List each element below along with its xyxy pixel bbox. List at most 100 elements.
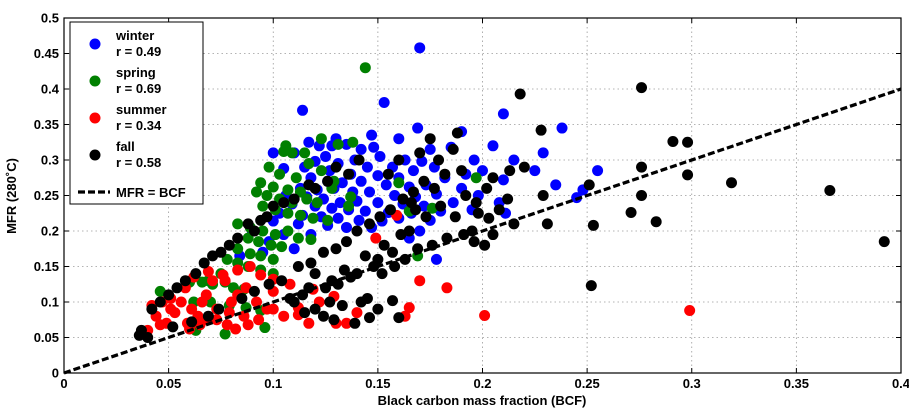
data-point-spring bbox=[282, 225, 294, 237]
data-point-fall bbox=[636, 82, 648, 94]
data-point-winter bbox=[407, 165, 419, 177]
data-point-winter bbox=[353, 214, 365, 226]
x-tick-label: 0.3 bbox=[683, 376, 701, 391]
data-point-winter bbox=[508, 154, 520, 166]
data-point-fall bbox=[351, 225, 363, 237]
data-point-winter bbox=[380, 179, 392, 191]
data-point-fall bbox=[163, 289, 175, 301]
data-point-spring bbox=[274, 168, 286, 180]
data-point-spring bbox=[315, 165, 327, 177]
data-point-fall bbox=[541, 218, 553, 230]
y-tick-label: 0.05 bbox=[34, 330, 59, 345]
data-point-fall bbox=[682, 136, 694, 148]
data-point-summer bbox=[186, 303, 198, 315]
y-tick-label: 0.35 bbox=[34, 117, 59, 132]
x-axis-label: Black carbon mass fraction (BCF) bbox=[378, 393, 587, 408]
data-point-fall bbox=[420, 211, 432, 223]
data-point-fall bbox=[364, 312, 376, 324]
data-point-winter bbox=[468, 154, 480, 166]
legend-stat-spring: r = 0.69 bbox=[116, 81, 161, 96]
data-point-summer bbox=[303, 317, 315, 329]
data-point-fall bbox=[364, 218, 376, 230]
x-tick-label: 0.15 bbox=[365, 376, 390, 391]
data-point-fall bbox=[324, 296, 336, 308]
data-point-winter bbox=[361, 161, 373, 173]
data-point-spring bbox=[251, 186, 263, 198]
data-point-winter bbox=[320, 150, 332, 162]
data-point-summer bbox=[253, 314, 265, 326]
data-point-summer bbox=[223, 307, 235, 319]
data-point-fall bbox=[133, 329, 145, 341]
data-point-summer bbox=[278, 310, 290, 322]
data-point-fall bbox=[328, 314, 340, 326]
data-point-summer bbox=[217, 269, 229, 281]
reference-line-group bbox=[63, 87, 902, 375]
data-point-fall bbox=[167, 321, 179, 333]
data-point-fall bbox=[355, 296, 367, 308]
data-point-fall bbox=[223, 239, 235, 251]
data-point-winter bbox=[372, 170, 384, 182]
data-point-spring bbox=[332, 138, 344, 150]
y-tick-label: 0.1 bbox=[41, 295, 59, 310]
data-point-winter bbox=[366, 129, 378, 141]
data-point-summer bbox=[403, 302, 415, 314]
legend-box bbox=[69, 21, 204, 205]
data-point-summer bbox=[232, 264, 244, 276]
data-point-spring bbox=[322, 214, 334, 226]
data-point-spring bbox=[282, 207, 294, 219]
data-point-summer bbox=[370, 232, 382, 244]
data-point-spring bbox=[232, 218, 244, 230]
data-point-fall bbox=[353, 154, 365, 166]
data-point-spring bbox=[345, 191, 357, 203]
data-point-fall bbox=[317, 310, 329, 322]
data-point-spring bbox=[244, 248, 256, 260]
axis-ticks: 0 0.05 0.1 0.15 0.2 0.25 0.3 0.35 0.4 0 0.05 0.1 0.1… bbox=[34, 11, 909, 392]
data-point-winter bbox=[334, 197, 346, 209]
data-point-winter bbox=[487, 140, 499, 152]
data-point-fall bbox=[154, 296, 166, 308]
data-point-fall bbox=[481, 182, 493, 194]
data-point-winter bbox=[497, 174, 509, 186]
data-point-spring bbox=[259, 322, 271, 334]
data-point-fall bbox=[479, 239, 491, 251]
data-point-spring bbox=[261, 190, 273, 201]
data-point-fall bbox=[407, 186, 419, 198]
data-point-summer bbox=[441, 282, 453, 294]
data-point-winter bbox=[355, 143, 367, 155]
y-axis-label: MFR (280˚C) bbox=[4, 158, 19, 234]
data-point-fall bbox=[255, 214, 267, 226]
data-point-fall bbox=[374, 211, 386, 223]
legend-marker-summer bbox=[89, 112, 101, 124]
data-point-winter bbox=[414, 225, 426, 237]
data-point-fall bbox=[424, 133, 436, 145]
data-point-winter bbox=[355, 175, 367, 187]
data-point-fall bbox=[372, 303, 384, 315]
y-tick-label: 0.45 bbox=[34, 46, 59, 61]
data-point-fall bbox=[340, 236, 352, 248]
legend-stat-fall: r = 0.58 bbox=[116, 155, 161, 170]
data-point-spring bbox=[470, 172, 482, 184]
data-point-winter bbox=[497, 108, 509, 120]
data-point-fall bbox=[179, 275, 191, 287]
data-point-fall bbox=[824, 185, 836, 197]
data-point-winter bbox=[326, 202, 338, 214]
data-point-winter bbox=[550, 179, 562, 191]
data-point-winter bbox=[340, 221, 352, 233]
data-point-fall bbox=[682, 169, 694, 181]
data-point-fall bbox=[583, 179, 595, 191]
data-point-fall bbox=[518, 161, 530, 173]
y-tick-label: 0.4 bbox=[41, 82, 60, 97]
data-point-fall bbox=[502, 193, 514, 205]
data-point-fall bbox=[428, 182, 440, 194]
data-point-fall bbox=[418, 175, 430, 187]
data-point-summer bbox=[251, 296, 263, 308]
data-point-fall bbox=[435, 200, 447, 212]
data-point-summer bbox=[202, 265, 214, 277]
data-point-fall bbox=[451, 127, 463, 139]
data-point-fall bbox=[338, 264, 350, 276]
data-point-fall bbox=[636, 161, 648, 173]
data-point-fall bbox=[878, 236, 890, 248]
legend-marker-fall bbox=[89, 149, 101, 161]
data-point-summer bbox=[154, 319, 166, 331]
